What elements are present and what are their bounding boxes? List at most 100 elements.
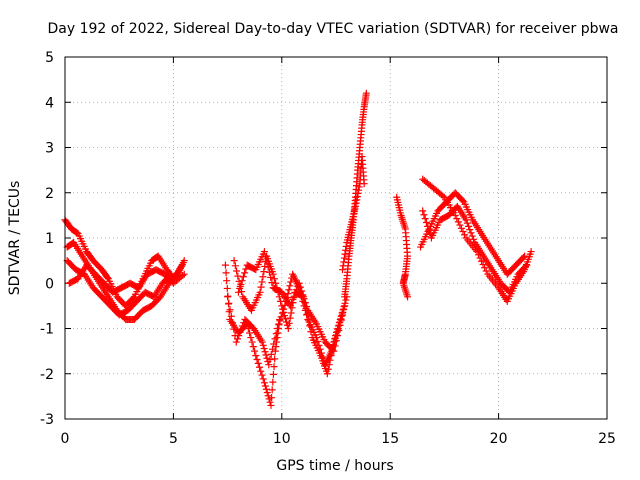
data-point [353,193,361,201]
data-point [233,267,241,275]
data-point [316,345,324,353]
data-point [266,356,274,364]
data-point [266,398,274,406]
data-point [259,273,267,281]
data-point [317,349,325,357]
data-point [314,337,322,345]
data-point [254,359,262,367]
data-point [296,283,304,291]
data-point [236,328,244,336]
y-axis-label: SDTVAR / TECUs [7,181,23,296]
data-point [262,351,270,359]
data-point [271,355,279,363]
data-point [256,363,264,371]
data-point [337,316,345,324]
series-arc-j [339,153,368,274]
data-point [482,267,490,275]
data-point [253,356,261,364]
data-point [265,361,273,369]
data-point [129,294,137,302]
y-tick-label: -1 [40,322,54,338]
data-point [166,271,174,279]
data-point [260,268,268,276]
data-point [299,291,307,299]
data-point [268,279,276,287]
data-point [285,319,293,327]
y-tick-label: 3 [45,141,54,157]
data-point [281,301,289,309]
data-point [230,325,238,333]
data-point [232,338,240,346]
data-point [331,342,339,350]
data-point [262,253,270,261]
y-tick-label: -2 [40,367,54,383]
data-point [234,335,242,343]
data-point [342,296,350,304]
data-point [523,261,531,269]
data-point [521,252,529,260]
data-point [338,312,346,320]
data-point [354,189,362,197]
data-point [425,226,433,234]
data-point [241,269,249,277]
data-point [456,221,464,229]
data-point [287,309,295,317]
data-point [270,275,278,283]
data-point [236,284,244,292]
data-point [478,257,486,265]
data-point [332,337,340,345]
data-point [222,269,230,277]
data-point [352,202,360,210]
data-point [463,219,471,227]
data-point [329,346,337,354]
y-tick-label: -3 [40,412,54,428]
data-point [341,302,349,310]
series-arc-d [63,257,175,319]
chart-title: Day 192 of 2022, Sidereal Day-to-day VTE… [47,21,618,37]
data-point [179,271,187,279]
series-arc-n [419,202,531,296]
data-point [223,277,231,285]
data-point [421,215,429,223]
data-point [301,299,309,307]
data-point [234,288,242,296]
data-point [224,293,232,301]
data-point [272,330,280,338]
data-point [340,305,348,313]
data-point [467,229,475,237]
data-point [258,371,266,379]
data-point [257,283,265,291]
data-point [267,350,275,358]
data-point [230,257,238,265]
x-tick-label: 10 [273,431,291,447]
data-point [420,211,428,219]
data-point [247,334,255,342]
data-point [237,325,245,333]
data-point [459,228,467,236]
x-tick-label: 25 [598,431,616,447]
data-point [360,180,368,188]
data-point [362,89,370,97]
data-point [355,183,363,191]
data-point [457,224,465,232]
data-point [238,322,246,330]
data-point [286,314,294,322]
data-point [264,263,272,271]
data-point [268,386,276,394]
data-point [229,319,237,327]
data-point [300,295,308,303]
y-tick-label: 1 [45,231,54,247]
data-point [319,353,327,361]
data-point [234,272,242,280]
series-arc-c [65,261,188,296]
data-point [227,312,235,320]
data-point [481,264,489,272]
series-arc-l [419,175,535,305]
series-arc-h [234,248,347,355]
data-point [335,326,343,334]
y-tick-label: 0 [45,276,54,292]
series-arc-f [230,252,351,378]
y-tick-label: 5 [45,50,54,66]
data-point [248,338,256,346]
data-point [262,385,270,393]
